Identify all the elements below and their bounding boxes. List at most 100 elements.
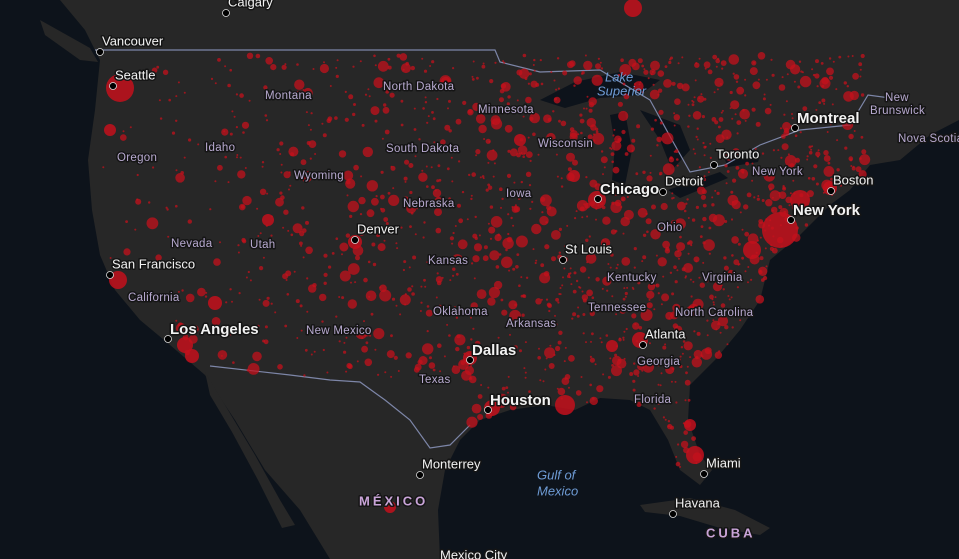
- case-dot: [798, 60, 802, 63]
- case-dot: [458, 160, 461, 163]
- case-dot: [698, 276, 701, 279]
- case-dot: [704, 347, 712, 355]
- case-dot: [613, 128, 616, 131]
- case-dot: [792, 179, 795, 182]
- case-dot: [148, 201, 151, 204]
- case-dot: [664, 343, 667, 346]
- hotspot: [514, 134, 526, 146]
- case-dot: [584, 54, 587, 57]
- case-dot: [430, 80, 433, 83]
- case-dot: [846, 85, 849, 88]
- case-dot: [559, 293, 562, 296]
- case-dot: [745, 161, 749, 166]
- case-dot: [650, 73, 653, 76]
- case-dot: [409, 190, 413, 195]
- case-dot: [753, 196, 756, 199]
- case-dot: [701, 189, 707, 195]
- case-dot: [433, 141, 436, 144]
- case-dot: [482, 255, 489, 262]
- case-dot: [752, 81, 761, 90]
- case-dot: [477, 394, 483, 399]
- region-label: Kansas: [428, 255, 468, 267]
- case-dot: [528, 390, 531, 393]
- case-dot: [421, 169, 424, 172]
- case-dot: [669, 156, 673, 160]
- case-dot: [483, 138, 486, 140]
- case-dot: [335, 74, 339, 78]
- case-dot: [403, 260, 407, 264]
- case-dot: [812, 207, 815, 210]
- case-dot: [761, 152, 765, 155]
- case-dot: [259, 232, 262, 235]
- case-dot: [620, 196, 626, 202]
- case-dot: [804, 223, 809, 227]
- case-dot: [662, 163, 675, 176]
- case-dot: [643, 68, 646, 71]
- case-dot: [323, 253, 328, 258]
- case-dot: [537, 356, 541, 360]
- case-dot: [319, 330, 322, 333]
- case-dot: [532, 64, 535, 66]
- case-dot: [711, 117, 717, 122]
- us-canada-border: [95, 49, 906, 173]
- case-dot: [591, 332, 594, 336]
- case-dot: [547, 303, 552, 309]
- case-dot: [707, 69, 713, 75]
- case-dot: [469, 377, 473, 380]
- case-dot: [791, 117, 794, 120]
- case-dot: [659, 121, 663, 125]
- case-dot: [120, 134, 127, 141]
- case-dot: [521, 313, 525, 317]
- case-dot: [359, 213, 363, 216]
- case-dot: [695, 355, 699, 360]
- case-dot: [211, 317, 221, 326]
- case-dot: [455, 118, 462, 125]
- case-dot: [677, 201, 686, 211]
- case-dot: [247, 270, 250, 274]
- region-label: Kentucky: [607, 272, 657, 284]
- case-dot: [587, 302, 590, 305]
- case-dot: [285, 91, 289, 95]
- case-dot: [671, 81, 676, 86]
- case-dot: [380, 194, 385, 200]
- case-dot: [808, 145, 812, 149]
- case-dot: [543, 271, 550, 277]
- case-dot: [470, 197, 473, 201]
- case-dot: [492, 175, 495, 178]
- case-dot: [418, 138, 421, 141]
- case-dot: [458, 218, 464, 224]
- case-dot: [677, 62, 680, 65]
- case-dot: [799, 131, 802, 134]
- case-dot: [635, 172, 639, 176]
- region-label: New York: [752, 166, 803, 178]
- case-dot: [347, 299, 357, 309]
- region-label: Florida: [634, 394, 672, 406]
- case-dot: [599, 61, 602, 64]
- case-dot: [470, 365, 473, 368]
- case-dot: [557, 387, 566, 396]
- case-dot: [619, 64, 632, 76]
- case-dot: [266, 192, 269, 195]
- case-dot: [777, 149, 780, 152]
- case-dot: [482, 62, 485, 65]
- case-dot: [283, 171, 291, 179]
- case-dot: [588, 235, 591, 238]
- case-dot: [478, 234, 481, 237]
- case-dot: [589, 383, 592, 387]
- case-dot: [661, 293, 670, 302]
- case-dot: [175, 173, 185, 183]
- case-dot: [827, 161, 831, 165]
- case-dot: [435, 276, 443, 283]
- case-dot: [370, 312, 374, 316]
- case-dot: [455, 316, 459, 319]
- land: [60, 0, 959, 559]
- case-dot: [626, 286, 629, 289]
- case-dot: [696, 138, 699, 141]
- case-dot: [751, 162, 754, 165]
- case-dot: [396, 247, 399, 250]
- case-dot: [681, 267, 686, 272]
- water-label: Superior: [597, 83, 647, 98]
- case-dot: [430, 166, 433, 169]
- case-dot: [555, 88, 558, 91]
- case-dot: [516, 99, 519, 102]
